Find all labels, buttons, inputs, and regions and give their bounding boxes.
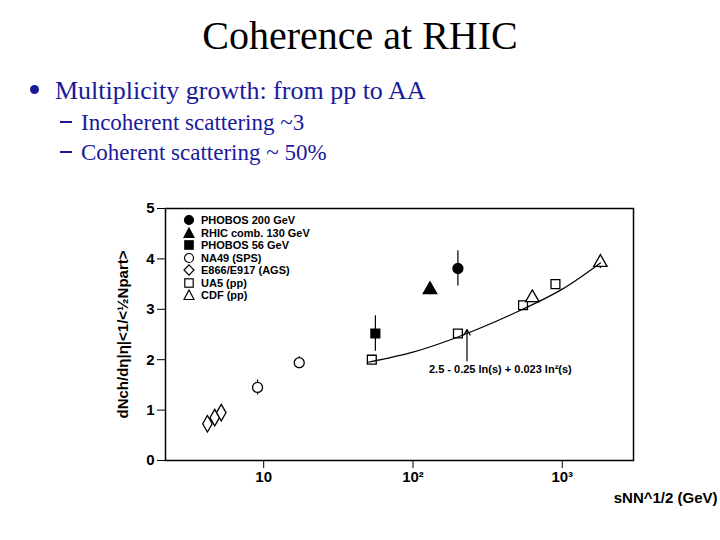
svg-text:1: 1 (146, 401, 154, 418)
svg-text:sNN^1/2 (GeV): sNN^1/2 (GeV) (614, 489, 718, 506)
html-text:Multiplicity growth: from pp t: Multiplicity growth: from pp to AA (55, 76, 426, 105)
svg-text:0: 0 (146, 451, 154, 468)
html-text:CDF (pp): CDF (pp) (201, 289, 248, 302)
html-text:PHOBOS 200 GeV: PHOBOS 200 GeV (201, 214, 296, 227)
svg-text:3: 3 (146, 300, 154, 317)
svg-text:10: 10 (255, 468, 272, 485)
html-text:Incoherent scattering ~3: Incoherent scattering ~3 (81, 110, 305, 135)
html-text:Coherence at RHIC: Coherence at RHIC (202, 13, 518, 58)
html-text:PHOBOS 56 GeV: PHOBOS 56 GeV (201, 239, 289, 252)
html-text:RHIC comb. 130 GeV: RHIC comb. 130 GeV (201, 226, 310, 239)
svg-text:2: 2 (146, 351, 154, 368)
svg-text:2.5 - 0.25 ln(s) + 0.023 ln²(s: 2.5 - 0.25 ln(s) + 0.023 ln²(s) (429, 363, 572, 375)
html-text:NA49 (SPS): NA49 (SPS) (201, 251, 262, 264)
html-text:UA5 (pp): UA5 (pp) (201, 276, 247, 289)
svg-text:10³: 10³ (551, 468, 573, 485)
svg-text:dNch/dη|η|<1/<½Npart>: dNch/dη|η|<1/<½Npart> (114, 250, 131, 418)
svg-text:10²: 10² (402, 468, 424, 485)
svg-text:5: 5 (146, 199, 154, 216)
html-text:Coherent scattering ~ 50%: Coherent scattering ~ 50% (81, 140, 327, 165)
html-text:E866/E917 (AGS): E866/E917 (AGS) (201, 264, 290, 277)
svg-text:4: 4 (146, 250, 155, 267)
